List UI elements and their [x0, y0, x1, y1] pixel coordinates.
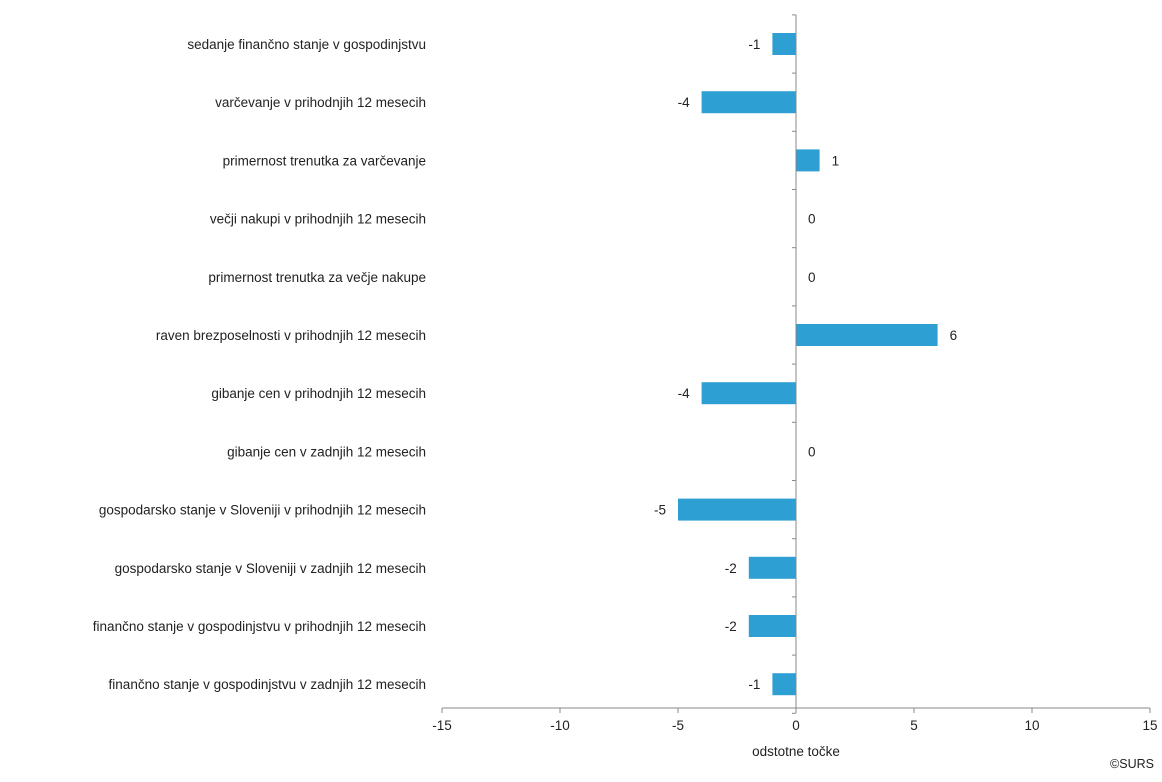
- bar: [748, 556, 796, 579]
- category-label: gospodarsko stanje v Sloveniji v prihodn…: [99, 503, 426, 518]
- value-label: -1: [748, 677, 760, 692]
- axes: -15 -10 -5 0 5 10 15: [432, 14, 1158, 733]
- value-label: -4: [678, 95, 690, 110]
- value-label: -4: [678, 386, 690, 401]
- value-label: 0: [808, 270, 816, 285]
- value-label: 0: [808, 212, 816, 227]
- category-label: gospodarsko stanje v Sloveniji v zadnjih…: [115, 561, 426, 576]
- x-tick-label: -10: [550, 718, 570, 733]
- value-label: 0: [808, 444, 816, 459]
- category-label: primernost trenutka za večje nakupe: [208, 270, 426, 285]
- bar: [748, 615, 796, 637]
- x-tick-label: -15: [432, 718, 452, 733]
- bar: [772, 673, 796, 696]
- category-label: raven brezposelnosti v prihodnjih 12 mes…: [156, 328, 426, 343]
- category-label: finančno stanje v gospodinjstvu v zadnji…: [109, 677, 426, 692]
- bar: [701, 382, 796, 405]
- bar: [796, 324, 938, 346]
- category-label: finančno stanje v gospodinjstvu v prihod…: [93, 619, 426, 634]
- category-labels: sedanje finančno stanje v gospodinjstvu v…: [93, 37, 426, 692]
- x-tick-label: -5: [672, 718, 684, 733]
- x-tick-label: 5: [910, 718, 918, 733]
- category-label: gibanje cen v prihodnjih 12 mesecih: [211, 386, 426, 401]
- x-axis-title: odstotne točke: [752, 744, 840, 759]
- bar: [678, 498, 796, 521]
- value-label: -2: [725, 619, 737, 634]
- value-label: -1: [748, 37, 760, 52]
- x-tick-label: 15: [1142, 718, 1157, 733]
- bars: [678, 33, 938, 696]
- category-label: sedanje finančno stanje v gospodinjstvu: [187, 37, 426, 52]
- category-label: varčevanje v prihodnjih 12 mesecih: [215, 95, 426, 110]
- category-label: večji nakupi v prihodnjih 12 mesecih: [210, 212, 426, 227]
- value-label: -5: [654, 503, 666, 518]
- category-label: primernost trenutka za varčevanje: [223, 153, 426, 168]
- value-label: -2: [725, 561, 737, 576]
- bar: [701, 91, 796, 114]
- value-labels: -1 -4 1 0 0 6 -4 0 -5 -2 -2 -1: [654, 37, 957, 692]
- value-label: 6: [950, 328, 958, 343]
- copyright: ©SURS: [1110, 757, 1154, 771]
- category-label: gibanje cen v zadnjih 12 mesecih: [227, 444, 426, 459]
- x-tick-label: 0: [792, 718, 800, 733]
- bar: [796, 149, 820, 172]
- bar: [772, 33, 796, 55]
- value-label: 1: [832, 153, 840, 168]
- x-tick-label: 10: [1024, 718, 1039, 733]
